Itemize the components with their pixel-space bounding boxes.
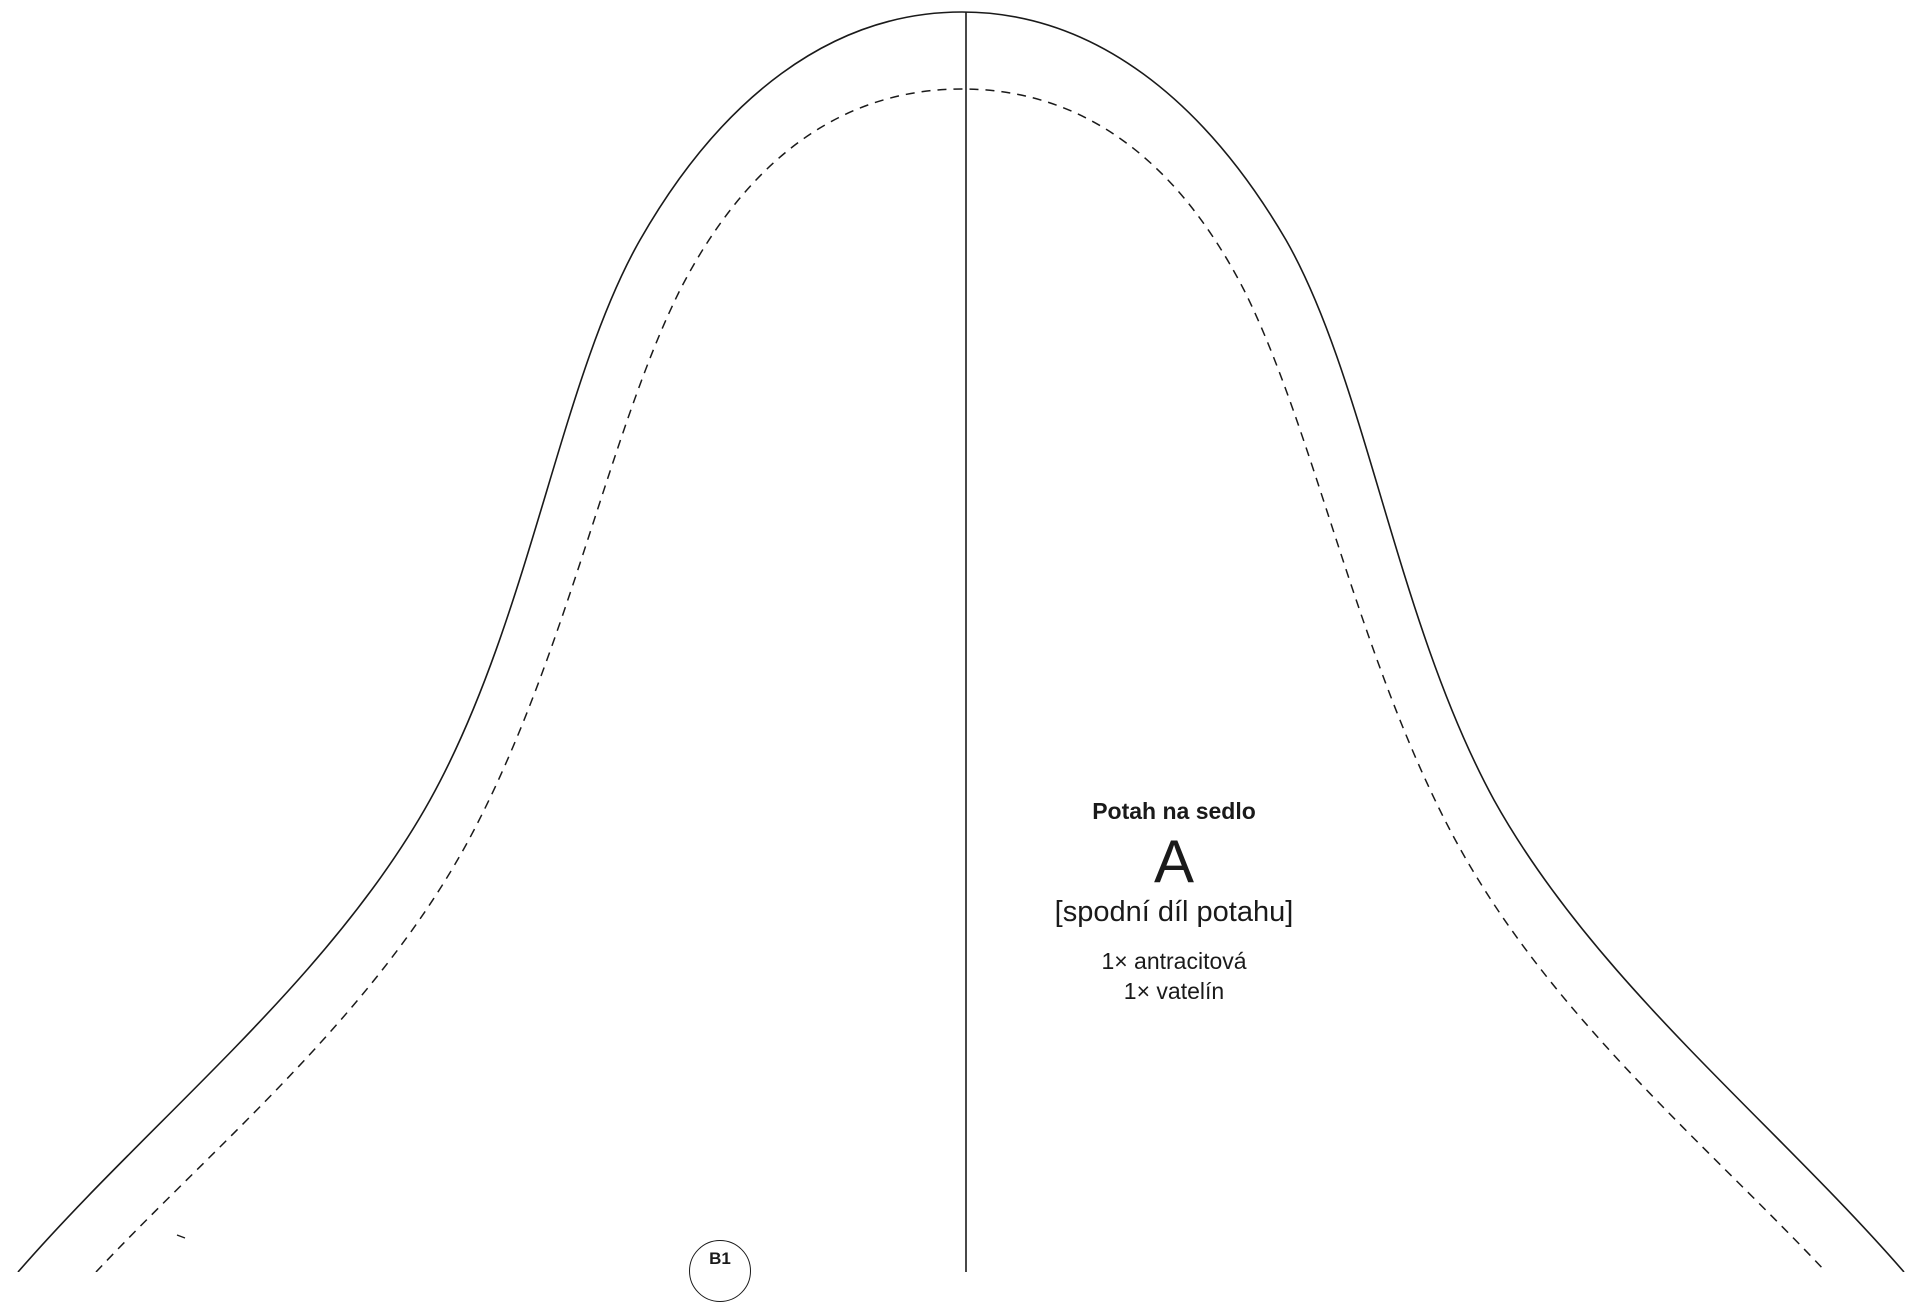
marker-label: B1: [709, 1249, 731, 1268]
seam-line: [95, 88, 1827, 1272]
notch-mark: [176, 1234, 186, 1239]
cutting-line: [17, 11, 1905, 1272]
piece-description: [spodní díl potahu]: [1054, 896, 1294, 928]
piece-marker: B1: [689, 1240, 751, 1302]
pattern-title: Potah na sedlo: [1092, 798, 1256, 824]
pattern-drawing: [17, 11, 1905, 1272]
pattern-label: Potah na sedlo A [spodní díl potahu] 1× …: [1004, 796, 1344, 1006]
quantity-line: 1× antracitová: [1101, 948, 1247, 974]
piece-letter: A: [1153, 828, 1195, 895]
quantity-line: 1× vatelín: [1123, 978, 1225, 1004]
